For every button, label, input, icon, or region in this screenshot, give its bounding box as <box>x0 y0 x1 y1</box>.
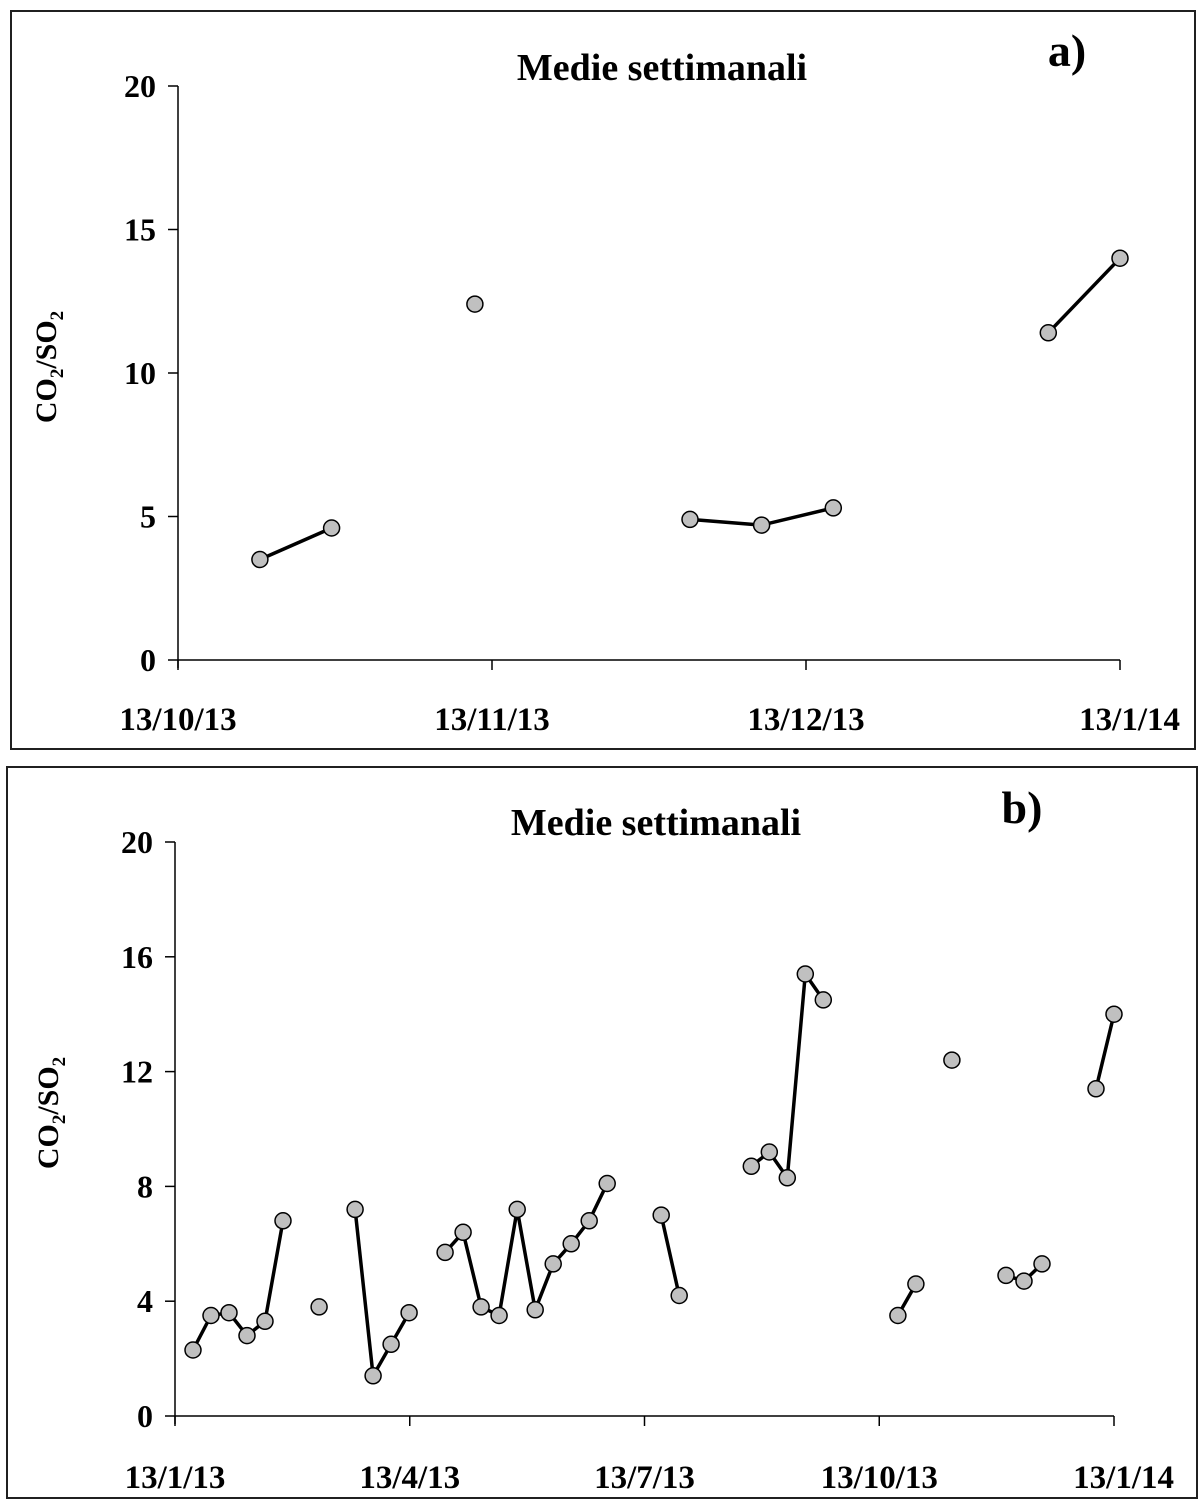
data-point <box>1105 1005 1123 1023</box>
data-point <box>322 519 341 537</box>
data-point <box>382 1335 400 1354</box>
chart-b: 0 4 8 12 16 20 13/1/13 13/4/13 13/7/13 13/10/13 13… <box>32 782 1174 1496</box>
y-tick-label: 4 <box>137 1283 153 1319</box>
y-tick-label: 20 <box>121 824 153 860</box>
data-point <box>1087 1080 1105 1098</box>
series-line-segment <box>443 1182 609 1318</box>
chart-title: Medie settimanali <box>517 47 807 89</box>
x-tick-label: 13/4/13 <box>359 1460 460 1496</box>
x-tick-label: 13/10/13 <box>821 1460 938 1496</box>
data-point <box>796 965 815 983</box>
y-tick-label: 0 <box>140 642 156 678</box>
y-axis-label-text: CO <box>30 378 63 423</box>
data-point <box>274 1212 292 1230</box>
data-point <box>1033 1255 1051 1273</box>
data-point <box>1015 1272 1033 1290</box>
data-point <box>400 1303 418 1322</box>
panel-label: b) <box>1002 782 1043 833</box>
series-line-segment <box>659 1214 681 1296</box>
data-point <box>310 1298 328 1316</box>
y-tick-label: 8 <box>137 1168 153 1204</box>
data-point <box>1039 324 1058 342</box>
x-tick-label: 13/12/13 <box>747 702 864 738</box>
data-point <box>814 991 833 1009</box>
series-line-segment <box>259 526 333 562</box>
y-axis-label: CO2/SO2 <box>30 311 68 423</box>
y-tick-label: 16 <box>121 939 153 975</box>
chart-panel-b: 0 4 8 12 16 20 13/1/13 13/4/13 13/7/13 13/10/13 13… <box>6 766 1198 1499</box>
chart-title: Medie settimanali <box>511 802 801 844</box>
y-axis-label-text: /SO <box>30 320 63 369</box>
y-tick-label: 15 <box>124 212 156 248</box>
data-point <box>238 1326 256 1345</box>
x-tick-label: 13/7/13 <box>594 1460 695 1496</box>
data-point <box>652 1206 670 1224</box>
x-tick-label: 13/1/14 <box>1079 702 1180 738</box>
panel-label: a) <box>1048 25 1086 76</box>
y-axis-label-text: CO <box>32 1124 65 1169</box>
data-point <box>364 1367 382 1385</box>
data-point <box>670 1286 688 1305</box>
chart-a: 0 5 10 15 20 13/10/13 13/11/13 13/12/13 13/1/14 M… <box>30 25 1180 738</box>
data-point <box>256 1312 274 1331</box>
y-axis-label-text: /SO <box>32 1066 65 1115</box>
data-point <box>544 1255 562 1273</box>
y-tick-label: 5 <box>140 499 156 535</box>
data-point <box>580 1212 598 1230</box>
data-point <box>889 1306 907 1325</box>
data-point <box>436 1243 454 1262</box>
y-axis-label-subscript: 2 <box>47 369 68 379</box>
data-point <box>490 1306 508 1325</box>
data-point <box>742 1157 761 1176</box>
data-point <box>184 1341 202 1359</box>
y-tick-label: 10 <box>124 355 156 391</box>
data-point <box>907 1275 925 1293</box>
data-point <box>778 1169 797 1187</box>
x-tick-label: 13/11/13 <box>434 702 550 738</box>
data-point <box>454 1223 472 1242</box>
x-tick-label: 13/1/14 <box>1073 1460 1174 1496</box>
data-point <box>760 1143 779 1161</box>
data-point <box>466 295 484 313</box>
y-axis-label-subscript: 2 <box>49 1115 70 1125</box>
chart-panel-a: 0 5 10 15 20 13/10/13 13/11/13 13/12/13 13/1/14 M… <box>10 10 1196 750</box>
series-line-segment <box>1047 256 1122 335</box>
y-tick-label: 0 <box>137 1398 153 1434</box>
data-point <box>943 1051 961 1069</box>
data-point <box>508 1200 526 1219</box>
x-tick-label: 13/1/13 <box>125 1460 226 1496</box>
data-point <box>598 1174 616 1193</box>
data-point <box>997 1266 1015 1285</box>
data-point <box>824 499 843 517</box>
x-tick-label: 13/10/13 <box>119 702 236 738</box>
y-tick-label: 12 <box>121 1054 153 1090</box>
y-axis-label-subscript: 2 <box>49 1057 70 1067</box>
data-point <box>562 1235 580 1253</box>
series-line-segment <box>1094 1013 1116 1090</box>
series-line-segment <box>353 1209 411 1378</box>
y-tick-label: 20 <box>124 68 156 104</box>
data-point <box>1111 249 1129 267</box>
data-point <box>251 550 269 569</box>
data-point <box>472 1298 490 1316</box>
data-point <box>202 1306 220 1325</box>
series-line-segment <box>191 1220 285 1351</box>
y-axis-label: CO2/SO2 <box>32 1057 70 1169</box>
y-axis-label-subscript: 2 <box>47 311 68 321</box>
data-point <box>526 1301 544 1319</box>
data-point <box>681 510 699 529</box>
data-point <box>220 1303 238 1322</box>
data-point <box>346 1200 364 1219</box>
data-point <box>752 516 771 534</box>
